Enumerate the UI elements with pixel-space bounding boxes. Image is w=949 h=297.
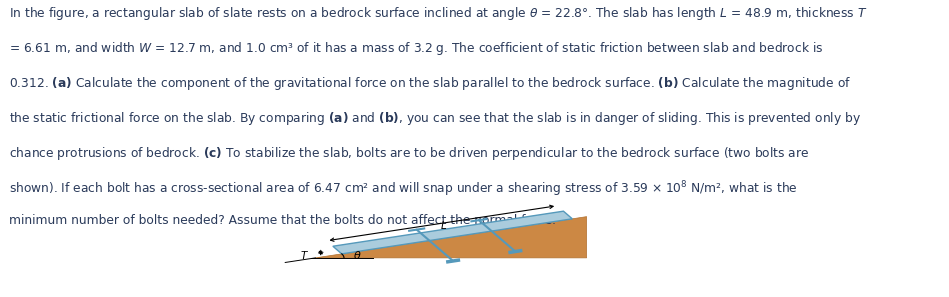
Text: In the figure, a rectangular slab of slate rests on a bedrock surface inclined a: In the figure, a rectangular slab of sla…	[9, 5, 867, 22]
Text: 0.312. $\mathbf{(a)}$ Calculate the component of the gravitational force on the : 0.312. $\mathbf{(a)}$ Calculate the comp…	[9, 75, 851, 92]
Text: shown). If each bolt has a cross-sectional area of 6.47 cm² and will snap under : shown). If each bolt has a cross-section…	[9, 180, 797, 199]
Polygon shape	[315, 217, 586, 258]
Text: chance protrusions of bedrock. $\mathbf{(c)}$ To stabilize the slab, bolts are t: chance protrusions of bedrock. $\mathbf{…	[9, 145, 809, 162]
Text: $L$: $L$	[440, 219, 447, 231]
Text: = 6.61 m, and width $W$ = 12.7 m, and 1.0 cm³ of it has a mass of 3.2 g. The coe: = 6.61 m, and width $W$ = 12.7 m, and 1.…	[9, 40, 824, 57]
Text: minimum number of bolts needed? Assume that the bolts do not affect the normal f: minimum number of bolts needed? Assume t…	[9, 214, 556, 228]
Polygon shape	[333, 211, 572, 254]
Text: $\theta$: $\theta$	[353, 249, 362, 261]
Text: $T$: $T$	[300, 249, 308, 261]
Text: the static frictional force on the slab. By comparing $\mathbf{(a)}$ and $\mathb: the static frictional force on the slab.…	[9, 110, 861, 127]
